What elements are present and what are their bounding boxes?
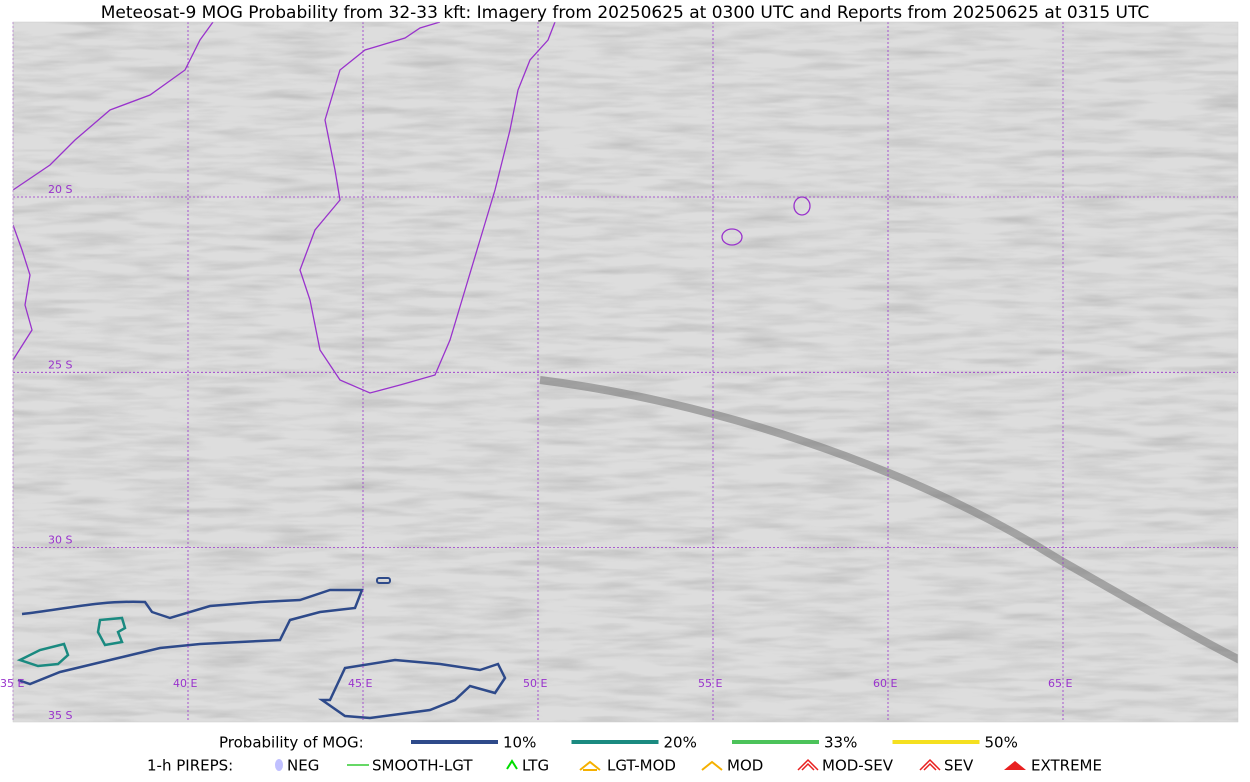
legend-label: Probability of MOG: — [219, 734, 364, 752]
contour-10 — [17, 588, 364, 686]
coastline-madagascar — [299, 22, 556, 394]
pirep-icon — [1004, 761, 1026, 770]
legend: Probability of MOG: 10% 20% 33% 50% 1-h PIREP… — [147, 734, 1102, 775]
lon-label: 50 E — [523, 677, 547, 690]
legend-text: MOD-SEV — [822, 757, 894, 775]
lat-label: 30 S — [48, 534, 72, 547]
lon-label: 45 E — [348, 677, 372, 690]
pirep-icon — [506, 759, 518, 770]
legend-text: LGT-MOD — [607, 757, 676, 775]
coastline — [13, 224, 33, 361]
contour-10 — [318, 658, 507, 720]
title: Meteosat-9 MOG Probability from 32-33 kf… — [101, 3, 1150, 23]
legend-text: SMOOTH-LGT — [372, 757, 473, 775]
pirep-icon — [701, 760, 723, 771]
pirep-icon — [579, 760, 601, 771]
contour-10 — [376, 577, 391, 584]
lon-label: 60 E — [873, 677, 897, 690]
lon-label: 35 E — [0, 677, 24, 690]
contour-20 — [16, 642, 70, 668]
lon-label: 65 E — [1048, 677, 1072, 690]
cloud-band — [539, 376, 1238, 664]
pirep-icon — [275, 759, 283, 771]
lat-label: 25 S — [48, 358, 72, 371]
lon-label: 40 E — [173, 677, 197, 690]
legend-text: 50% — [985, 734, 1018, 752]
lat-label: 35 S — [48, 709, 72, 722]
legend-text: EXTREME — [1031, 757, 1102, 775]
legend-text: LTG — [522, 757, 549, 775]
island — [721, 228, 743, 246]
graticule: 20 S 25 S 30 S 35 S 35 E 40 E 45 E 50 E 55 E 60 E… — [0, 21, 1239, 723]
contour-20 — [96, 616, 127, 647]
map-frame — [12, 21, 1239, 723]
legend-label: 1-h PIREPS: — [147, 757, 233, 775]
legend-text: 20% — [664, 734, 697, 752]
legend-text: MOD — [727, 757, 763, 775]
legend-text: 10% — [503, 734, 536, 752]
lat-label: 20 S — [48, 183, 72, 196]
legend-text: SEV — [944, 757, 974, 775]
pirep-icon — [919, 758, 941, 771]
coastline — [13, 22, 214, 191]
legend-text: NEG — [287, 757, 319, 775]
lon-label: 55 E — [698, 677, 722, 690]
pirep-icon — [797, 758, 819, 771]
legend-text: 33% — [824, 734, 857, 752]
